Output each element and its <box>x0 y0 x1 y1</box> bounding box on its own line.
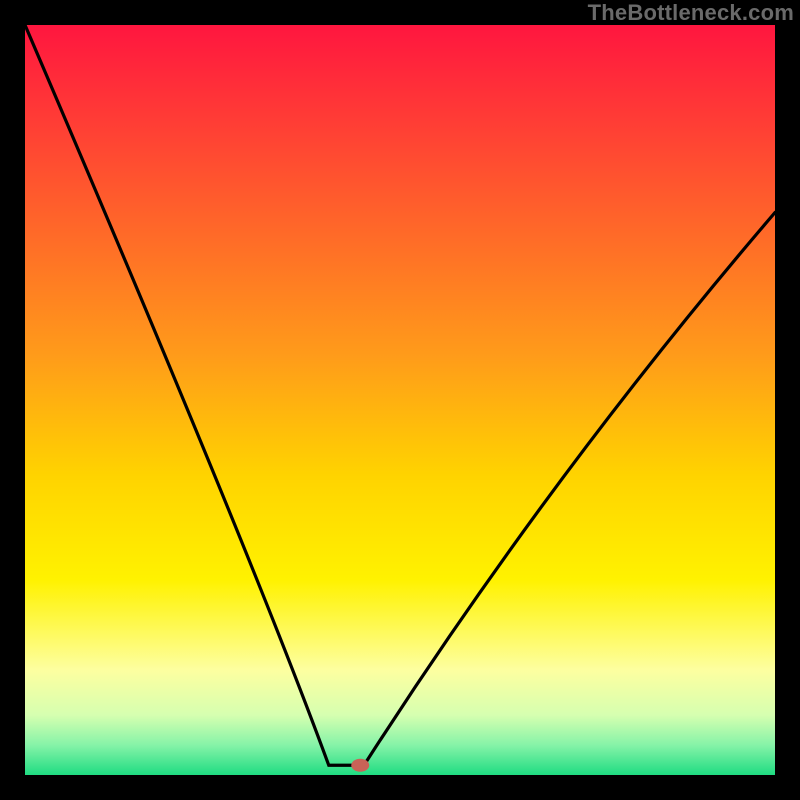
bottleneck-chart <box>0 0 800 800</box>
watermark-text: TheBottleneck.com <box>588 0 794 26</box>
plot-background <box>25 25 775 775</box>
optimum-marker <box>351 759 369 772</box>
